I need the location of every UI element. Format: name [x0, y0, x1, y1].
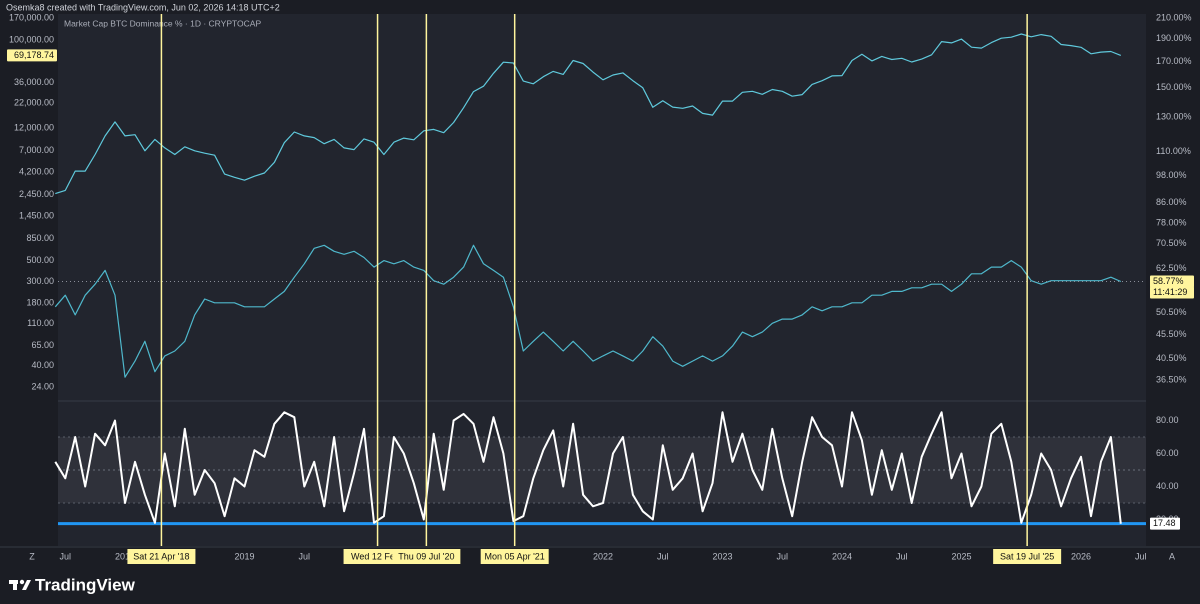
x-tick-label: 2018: [115, 551, 135, 561]
x-tick-label: 2023: [712, 551, 732, 561]
y-tick-label: 12,000.00: [14, 123, 54, 133]
x-tick-label: Jul: [59, 551, 71, 561]
x-tick-label: Jul: [896, 551, 908, 561]
x-tick-label: Jul: [298, 551, 310, 561]
y2-tick-label: 150.00%: [1156, 82, 1192, 92]
last-value-label: 17.48: [1153, 518, 1176, 528]
series-line: [54, 244, 1122, 378]
y-tick-label: 40.00: [1156, 481, 1179, 491]
marker-label: Thu 09 Jul '20: [398, 551, 454, 561]
y2-tick-label: 110.00%: [1156, 146, 1191, 156]
y2-tick-label: 130.00%: [1156, 112, 1192, 122]
y2-tick-label: 50.50%: [1156, 307, 1187, 317]
marker-label: Sat 21 Apr '18: [133, 551, 189, 561]
y-tick-label: 2,450.00: [19, 189, 54, 199]
y-tick-label: 80.00: [1156, 415, 1179, 425]
last-value-label-box: [1150, 517, 1180, 530]
logo-part: [19, 579, 25, 585]
logo-part: [13, 580, 17, 590]
last-value-label-box: [7, 49, 57, 62]
countdown-label: 11:41:29: [1153, 287, 1187, 297]
y2-tick-label: 40.50%: [1156, 353, 1187, 363]
x-tick-label: 2024: [832, 551, 852, 561]
y2-tick-label: 70.50%: [1156, 238, 1187, 248]
x-tick-label: 2019: [234, 551, 254, 561]
plot-area: [58, 14, 1146, 546]
logo-part: [22, 580, 31, 590]
marker-label: Sat 19 Jul '25: [1000, 551, 1054, 561]
marker-label-box: [127, 549, 196, 564]
y-tick-label: 300.00: [26, 276, 54, 286]
y-tick-label: 4,200.00: [19, 166, 54, 176]
brand: TradingView: [35, 575, 136, 594]
y-tick-label: 180.00: [26, 298, 54, 308]
y-tick-label: 100,000.00: [9, 34, 54, 44]
y-tick-label: 36,000.00: [14, 77, 54, 87]
y-tick-label: 7,000.00: [19, 145, 54, 155]
marker-label-box: [993, 549, 1062, 564]
corner-button[interactable]: Z: [29, 551, 35, 561]
corner-button[interactable]: A: [1169, 551, 1175, 561]
marker-label: Mon 05 Apr '21: [485, 551, 545, 561]
y-tick-label: 40.00: [31, 360, 54, 370]
y2-tick-label: 45.50%: [1156, 329, 1187, 339]
y2-tick-label: 62.50%: [1156, 263, 1187, 273]
x-tick-label: 2025: [951, 551, 971, 561]
y-tick-label: 60.00: [1156, 448, 1179, 458]
y2-tick-label: 98.00%: [1156, 170, 1187, 180]
x-tick-label: 2026: [1071, 551, 1091, 561]
y2-tick-label: 86.00%: [1156, 197, 1187, 207]
header: Osemka8 created with TradingView.com, Ju…: [6, 2, 280, 12]
y-tick-label: 500.00: [26, 255, 54, 265]
y-tick-label: 24.00: [31, 381, 54, 391]
chart-title: Market Cap BTC Dominance % · 1D · CRYPTO…: [64, 18, 261, 28]
marker-label-box: [480, 549, 549, 564]
y2-tick-label: 190.00%: [1156, 33, 1192, 43]
y2-tick-label: 170.00%: [1156, 56, 1192, 66]
y-tick-label: 65.00: [31, 340, 54, 350]
series-line: [55, 33, 1122, 195]
x-tick-label: Jul: [657, 551, 669, 561]
y2-tick-label: 78.00%: [1156, 217, 1187, 227]
y-tick-label: 110.00: [27, 318, 54, 328]
series-line: [54, 411, 1122, 524]
logo: [9, 579, 31, 590]
marker-label: Wed 12 Feb ': [351, 551, 404, 561]
x-tick-label: Jul: [776, 551, 788, 561]
countdown-label-box: [1150, 286, 1194, 299]
y-tick-label: 850.00: [26, 233, 54, 243]
y2-tick-label: 210.00%: [1156, 12, 1192, 22]
last-value-label-box: [1150, 275, 1194, 288]
x-tick-label: Jul: [1135, 551, 1147, 561]
y2-tick-label: 36.50%: [1156, 374, 1187, 384]
y-tick-label: 1,450.00: [19, 211, 54, 221]
rsi-band: [58, 437, 1146, 503]
last-value-label: 58.77%: [1153, 276, 1184, 286]
last-value-label: 69,178.74: [14, 50, 54, 60]
y-tick-label: 170,000.00: [9, 12, 54, 22]
y-tick-label: 22,000.00: [14, 97, 54, 107]
x-tick-label: 2022: [593, 551, 613, 561]
marker-label-box: [392, 549, 461, 564]
